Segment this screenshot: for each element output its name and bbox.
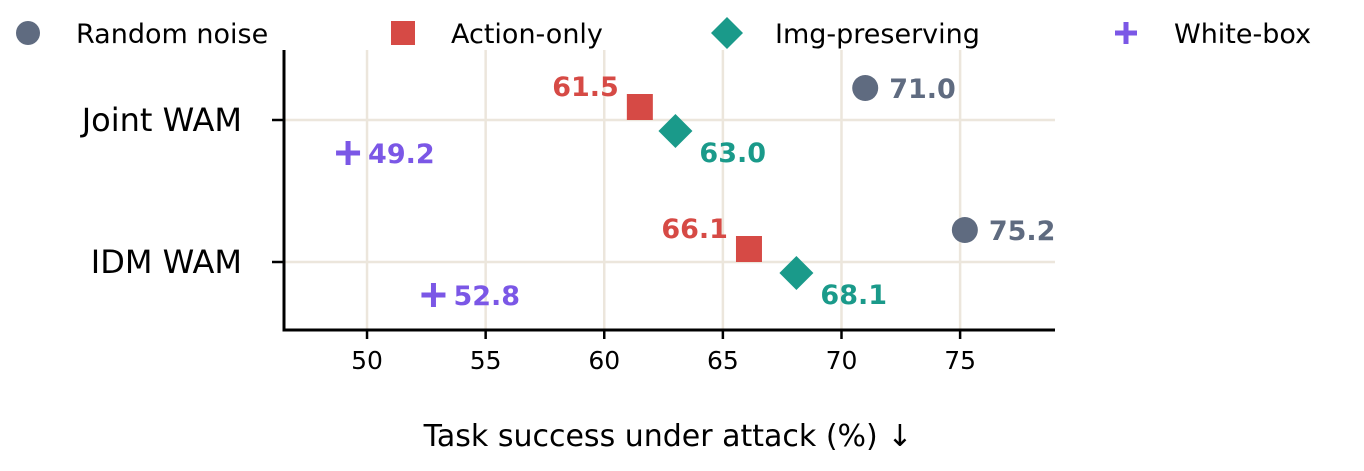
x-tick-label: 60 xyxy=(588,346,620,375)
data-label-random-noise: 71.0 xyxy=(889,74,956,105)
data-label-img-preserving: 63.0 xyxy=(699,138,766,169)
marker-action-only xyxy=(735,236,762,262)
data-label-random-noise: 75.2 xyxy=(989,216,1056,247)
x-tick-label: 55 xyxy=(470,346,502,375)
x-tick-label: 75 xyxy=(944,346,976,375)
data-label-white-box: 52.8 xyxy=(453,281,520,312)
marker-img-preserving xyxy=(779,256,814,290)
x-tick-label: 70 xyxy=(826,346,858,375)
legend-item-img-preserving: Img-preserving xyxy=(711,17,980,50)
legend-item-white-box: White-box xyxy=(1115,19,1311,50)
x-tick-label: 50 xyxy=(351,346,383,375)
data-label-action-only: 66.1 xyxy=(661,214,728,245)
marker-white-box xyxy=(336,141,361,165)
legend-marker xyxy=(391,21,415,45)
y-tick-label: Joint WAM xyxy=(80,101,242,139)
data-label-white-box: 49.2 xyxy=(368,139,435,170)
legend-marker xyxy=(711,17,743,49)
x-axis-title: Task success under attack (%) ↓ xyxy=(423,419,913,454)
marker-img-preserving xyxy=(658,114,693,148)
marker-white-box xyxy=(421,283,446,307)
legend-label: Action-only xyxy=(451,19,603,50)
legend-label: Random noise xyxy=(76,19,268,50)
y-tick-label: IDM WAM xyxy=(91,243,242,281)
axes: 50 55 60 65 70 75 Joint WAM IDM WAM xyxy=(80,50,1055,375)
data-label-img-preserving: 68.1 xyxy=(820,280,887,311)
legend-label: Img-preserving xyxy=(775,19,980,50)
legend-marker xyxy=(1115,22,1137,44)
legend-item-action-only: Action-only xyxy=(391,19,603,50)
data-marks: 71.0 75.2 61.5 66.1 63.0 68.1 49.2 52.8 xyxy=(336,72,1055,312)
x-tick-label: 65 xyxy=(707,346,739,375)
legend-label: White-box xyxy=(1174,19,1311,50)
data-label-action-only: 61.5 xyxy=(552,72,619,103)
marker-action-only xyxy=(626,94,653,120)
legend-item-random-noise: Random noise xyxy=(16,19,268,50)
legend-marker xyxy=(16,21,40,45)
marker-random-noise xyxy=(951,217,978,243)
marker-random-noise xyxy=(852,75,879,101)
legend: Random noise Action-only Img-preserving Whi… xyxy=(16,17,1311,50)
